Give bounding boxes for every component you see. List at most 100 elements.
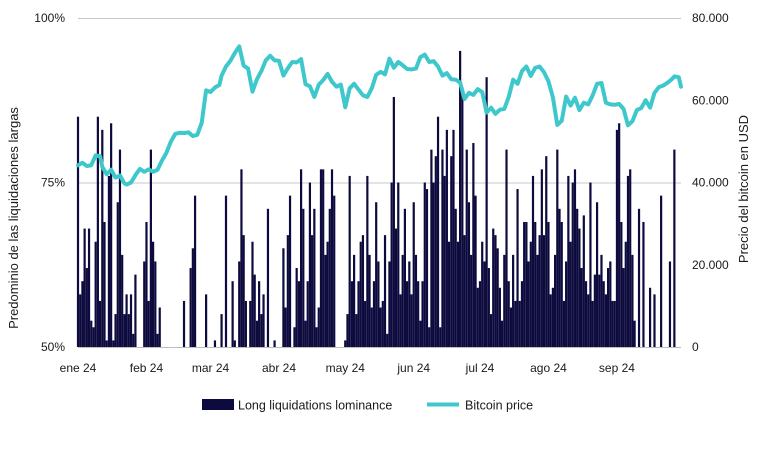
bar (573, 169, 577, 347)
bar (626, 175, 630, 347)
bar (85, 268, 88, 347)
bar (319, 169, 323, 347)
bar (653, 294, 656, 347)
left-tick-label: 75% (41, 176, 65, 190)
bar (112, 340, 115, 347)
bar (609, 261, 612, 347)
bar (450, 156, 453, 347)
bar (260, 314, 263, 347)
bar (145, 221, 148, 347)
bar (637, 208, 641, 347)
bar (107, 175, 111, 347)
bar (622, 268, 625, 347)
bar (156, 333, 159, 347)
left-tick-label: 50% (41, 340, 65, 354)
bar (350, 281, 353, 347)
bitcoin-price-line (76, 44, 683, 187)
bar (110, 123, 113, 347)
bar (366, 175, 369, 347)
bar (428, 327, 431, 347)
bar (311, 235, 314, 347)
bar (297, 281, 300, 347)
bar (624, 241, 627, 347)
x-tick-label: mar 24 (192, 361, 230, 375)
bar (81, 281, 84, 347)
bar (293, 327, 296, 347)
right-tick-label: 20.000 (692, 258, 729, 272)
bar (410, 294, 413, 347)
bar (648, 287, 652, 347)
left-tick-label: 100% (34, 11, 65, 25)
bar (536, 254, 539, 347)
bar (595, 202, 599, 347)
x-tick-label: ene 24 (60, 361, 97, 375)
bar (87, 228, 91, 347)
bar (489, 314, 493, 347)
bar (412, 202, 415, 347)
bar (496, 248, 499, 347)
bar (101, 129, 104, 347)
x-tick-label: may 24 (326, 361, 366, 375)
bar (233, 340, 236, 347)
bar (96, 116, 99, 347)
bar (308, 182, 312, 347)
bar (79, 294, 82, 347)
bar (633, 320, 636, 347)
bar (147, 300, 150, 347)
bar (406, 281, 409, 347)
bar (591, 300, 594, 347)
left-axis-ticks: 100% 75% 50% (34, 11, 65, 354)
bar (582, 215, 585, 347)
bar (399, 294, 402, 347)
bar (295, 268, 298, 347)
bar (487, 268, 490, 347)
bar-series (76, 50, 676, 348)
bar (439, 327, 442, 347)
bar (189, 268, 192, 347)
bar (516, 189, 519, 347)
x-tick-label: jul 24 (465, 361, 495, 375)
bar (467, 202, 471, 347)
legend-swatch-bars (202, 399, 234, 410)
bar (531, 175, 535, 347)
bar (556, 149, 559, 347)
bar (551, 287, 554, 347)
bar (346, 314, 349, 347)
bar (244, 300, 247, 347)
bar (129, 294, 133, 347)
bar (509, 307, 513, 347)
bar (434, 156, 437, 347)
bar (642, 221, 645, 347)
bar (604, 294, 607, 347)
bar (386, 333, 389, 347)
bar (76, 116, 80, 347)
gridlines (78, 18, 681, 184)
bar (498, 287, 501, 347)
bar (461, 90, 464, 347)
bar (589, 182, 592, 347)
bar (302, 208, 305, 347)
bar (397, 182, 400, 347)
bar (377, 261, 380, 347)
bar (441, 149, 444, 347)
bar (560, 221, 563, 347)
bar (436, 116, 440, 347)
bar (571, 182, 574, 347)
bar (266, 208, 270, 347)
bar (326, 241, 329, 347)
bar (576, 208, 579, 347)
bar (613, 300, 616, 347)
bar (598, 274, 601, 347)
bar (134, 274, 137, 347)
bar (567, 175, 570, 347)
bar (251, 241, 254, 347)
x-tick-label: jun 24 (396, 361, 430, 375)
bar (459, 50, 462, 348)
bar (125, 294, 128, 347)
bar (483, 261, 486, 347)
bar (584, 281, 588, 347)
bar (92, 327, 95, 347)
bar (505, 149, 508, 347)
bar (127, 314, 130, 347)
